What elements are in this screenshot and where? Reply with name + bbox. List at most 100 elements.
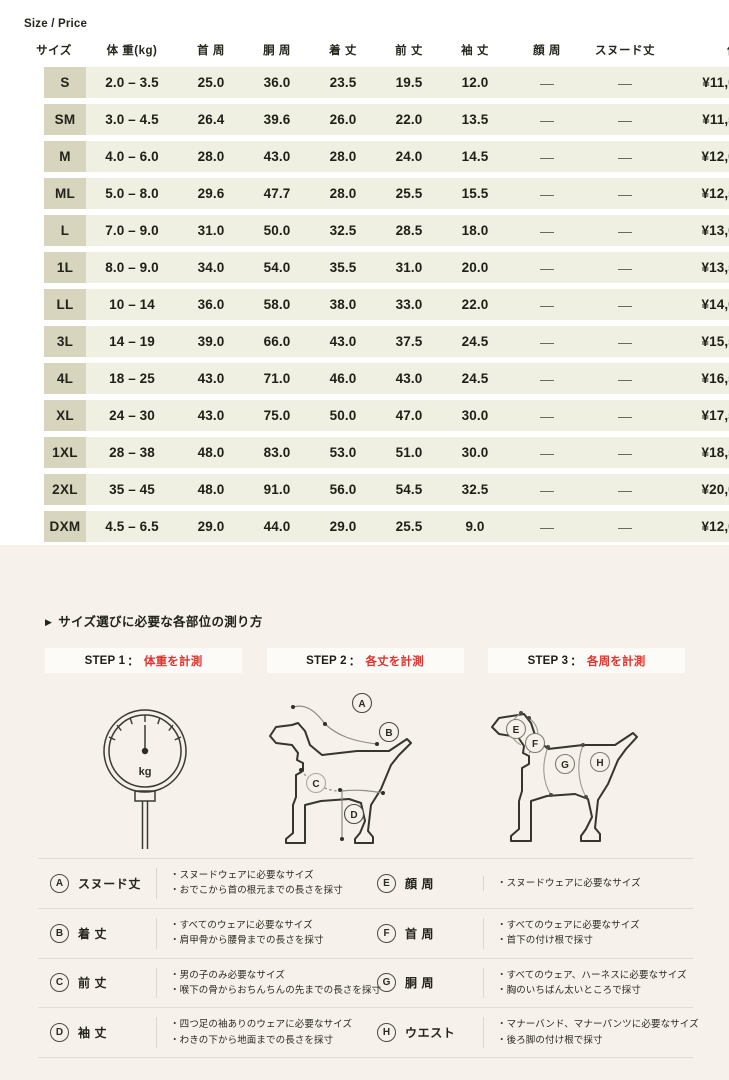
cell-chest: 91.0 [244,474,310,505]
col-header-size: サイズ [36,45,72,57]
size-badge: M [44,141,86,172]
table-row-spacer [22,172,729,178]
cell-snood: — [586,289,664,320]
cell-chest: 43.0 [244,141,310,172]
table-row: S2.0 – 3.525.036.023.519.512.0——¥11,000 [22,67,729,98]
marker-a-label: A [358,699,365,710]
steps-row: STEP 1：体重を計測 STEP 2：各丈を計測 STEP 3：各周を計測 [45,648,685,673]
legend-item: F 首 周 ・すべてのウェアに必要なサイズ ・首下の付け根で採寸 [365,909,692,958]
legend-description: ・マナーバンド、マナーパンツに必要なサイズ ・後ろ脚の付け根で採寸 [483,1017,699,1048]
legend-name: 首 周 [405,926,435,941]
legend-description-line: ・スヌードウェアに必要なサイズ [497,877,641,889]
size-badge: DXM [44,511,86,542]
cell-sleeve: 20.0 [442,252,508,283]
legend-item: H ウエスト ・マナーバンド、マナーパンツに必要なサイズ ・後ろ脚の付け根で採寸 [365,1008,699,1057]
size-badge: LL [44,289,86,320]
cell-front: 19.5 [376,67,442,98]
cell-neck: 29.0 [178,511,244,542]
table-row-spacer-cell [22,209,729,215]
table-row: 1L8.0 – 9.034.054.035.531.020.0——¥13,500 [22,252,729,283]
cell-front: 22.0 [376,104,442,135]
cell-face: — [508,363,586,394]
cell-price: ¥14,000 [664,289,729,320]
legend-letter-badge: D [50,1023,69,1043]
cell-chest: 36.0 [244,67,310,98]
legend-description-line: ・スヌードウェアに必要なサイズ [170,870,314,881]
legend-letter-badge: C [50,973,69,993]
cell-neck: 48.0 [178,437,244,468]
step-3-pill: STEP 3： 各周を計測 [488,648,685,673]
table-row: L7.0 – 9.031.050.032.528.518.0——¥13,000 [22,215,729,246]
cell-weight: 18 – 25 [86,363,178,394]
step-2-action: 各丈を計測 [365,655,424,668]
cell-neck: 34.0 [178,252,244,283]
marker-b-label: B [385,728,392,739]
col-header-snood: スヌード丈 [595,45,655,57]
legend-name: スヌード丈 [78,876,142,891]
legend-row: C 前 丈 ・男の子のみ必要なサイズ ・喉下の骨からおちんちんの先までの長さを採寸 G 胴… [38,957,693,1008]
cell-face: — [508,474,586,505]
col-header-chest: 胴 周 [263,45,291,57]
cell-sleeve: 15.5 [442,178,508,209]
cell-price: ¥18,500 [664,437,729,468]
cell-face: — [508,289,586,320]
legend-description-line: ・後ろ脚の付け根で採寸 [497,1034,603,1046]
cell-sleeve: 12.0 [442,67,508,98]
table-row-spacer-cell [22,505,729,511]
table-row: SM3.0 – 4.526.439.626.022.013.5——¥11,500 [22,104,729,135]
size-price-table: サイズ 体 重(kg) 首 周 胴 周 着 丈 前 丈 袖 丈 顔 周 スヌード… [22,42,729,579]
dog-length-diagram-icon: A B C D [269,692,412,844]
table-header: サイズ 体 重(kg) 首 周 胴 周 着 丈 前 丈 袖 丈 顔 周 スヌード… [22,42,729,67]
legend-item: D 袖 丈 ・四つ足の袖ありのウェアに必要なサイズ ・わきの下から地面までの長さを採寸 [38,1008,365,1057]
legend-row: D 袖 丈 ・四つ足の袖ありのウェアに必要なサイズ ・わきの下から地面までの長さを採寸… [38,1007,699,1058]
cell-sleeve: 9.0 [442,511,508,542]
figure-girths-dog: E F G H [485,690,685,855]
legend-description: ・すべてのウェアに必要なサイズ ・首下の付け根で採寸 [483,917,640,949]
cell-back: 28.0 [310,178,376,209]
marker-e-label: E [513,725,520,736]
cell-neck: 48.0 [178,474,244,505]
cell-chest: 44.0 [244,511,310,542]
cell-face: — [508,326,586,357]
cell-front: 25.5 [376,511,442,542]
cell-sleeve: 32.5 [442,474,508,505]
cell-snood: — [586,141,664,172]
cell-front: 43.0 [376,363,442,394]
cell-chest: 54.0 [244,252,310,283]
cell-front: 37.5 [376,326,442,357]
cell-chest: 39.6 [244,104,310,135]
col-header-sleeve: 袖 丈 [461,45,489,57]
cell-snood: — [586,178,664,209]
cell-weight: 14 – 19 [86,326,178,357]
cell-sleeve: 18.0 [442,215,508,246]
cell-front: 31.0 [376,252,442,283]
step-3-sep: ： [570,655,582,668]
scale-icon: kg [103,708,187,849]
cell-face: — [508,252,586,283]
cell-neck: 43.0 [178,363,244,394]
legend-description-line: ・首下の付け根で採寸 [497,935,594,947]
table-row-spacer-cell [22,431,729,437]
cell-back: 38.0 [310,289,376,320]
cell-snood: — [586,67,664,98]
cell-chest: 66.0 [244,326,310,357]
cell-back: 46.0 [310,363,376,394]
step-2-pill: STEP 2： 各丈を計測 [266,648,464,673]
legend-description: ・すべてのウェア、ハーネスに必要なサイズ ・胸のいちばん太いところで採寸 [483,967,687,999]
size-badge: ML [44,178,86,209]
cell-front: 24.0 [376,141,442,172]
cell-size: 1XL [22,437,86,468]
cell-weight: 2.0 – 3.5 [86,67,178,98]
table-row-spacer-cell [22,172,729,178]
legend-name: 顔 周 [405,876,435,891]
col-header-neck: 首 周 [197,45,225,57]
cell-price: ¥12,000 [664,141,729,172]
cell-front: 25.5 [376,178,442,209]
cell-size: XL [22,400,86,431]
step-3-action: 各周を計測 [586,655,646,668]
cell-price: ¥20,000 [664,474,729,505]
